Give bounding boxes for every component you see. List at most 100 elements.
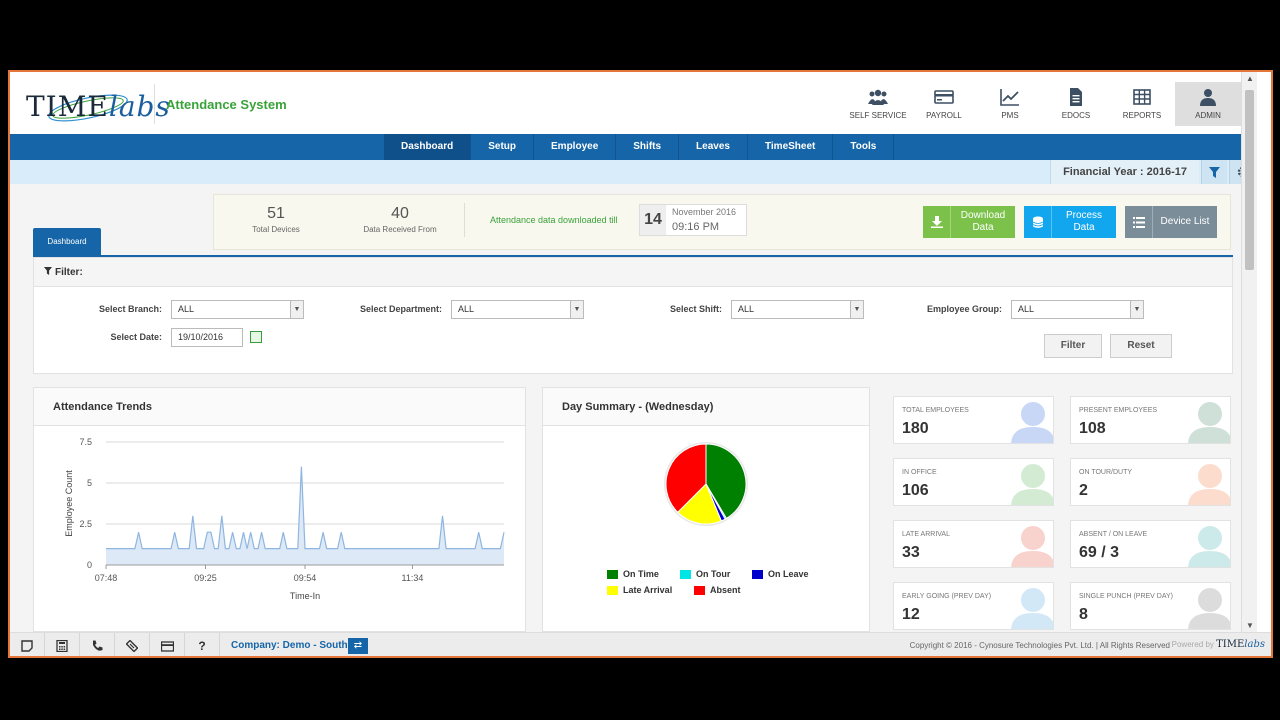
dashboard-content: 51 Total Devices 40 Data Received From A…: [10, 184, 1257, 632]
stat-tile[interactable]: ON TOUR/DUTY 2: [1070, 458, 1231, 506]
total-devices-stat: 51 Total Devices: [244, 205, 308, 234]
attendance-trends-card: Attendance Trends 7.5 5 2.5 0 07:48 09:25 09:5…: [33, 387, 526, 632]
shift-select[interactable]: ALL ▼: [731, 300, 864, 319]
last-download-date: 14 November 2016 09:16 PM: [639, 204, 747, 236]
calendar-icon[interactable]: [250, 331, 262, 343]
legend-label: Absent: [710, 585, 741, 595]
financial-year[interactable]: Financial Year : 2016-17: [1050, 160, 1199, 184]
help-icon: ?: [198, 639, 206, 653]
legend-absent[interactable]: Absent: [694, 585, 741, 595]
vertical-scrollbar[interactable]: ▲ ▼: [1241, 72, 1257, 632]
process-data-button[interactable]: Process Data: [1024, 206, 1116, 238]
filter-panel: Filter: Select Branch: ALL ▼ Select Depar…: [33, 257, 1233, 374]
pie-slice-on-time: [705, 443, 747, 520]
help-button[interactable]: ?: [185, 633, 220, 656]
tab-dashboard[interactable]: Dashboard: [33, 228, 101, 256]
group-label: Employee Group:: [926, 304, 1002, 314]
department-select[interactable]: ALL ▼: [451, 300, 584, 319]
module-label: PAYROLL: [926, 111, 962, 120]
calculator-button[interactable]: [45, 633, 80, 656]
app-header: TIMElabs Attendance System SELF SERVICE …: [10, 72, 1257, 134]
copyright-text: Copyright © 2016 - Cynosure Technologies…: [909, 641, 1170, 650]
legend-late-arrival[interactable]: Late Arrival: [607, 585, 672, 595]
data-received-stat: 40 Data Received From: [358, 205, 442, 234]
stat-tile[interactable]: LATE ARRIVAL 33: [893, 520, 1054, 568]
nav-tools[interactable]: Tools: [833, 134, 895, 160]
module-admin[interactable]: ADMIN: [1175, 82, 1241, 126]
stat-tile-value: 69 / 3: [1079, 544, 1120, 561]
legend-label: On Leave: [768, 569, 809, 579]
shift-label: Select Shift:: [669, 304, 722, 314]
day-summary-title: Day Summary - (Wednesday): [543, 388, 869, 426]
module-label: REPORTS: [1122, 111, 1162, 120]
device-list-button[interactable]: Device List: [1125, 206, 1217, 238]
filter-title: Filter:: [55, 267, 83, 278]
payment-button[interactable]: [150, 633, 185, 656]
total-devices-value: 51: [267, 205, 285, 222]
powered-by: Powered by TIMElabs: [1172, 639, 1265, 650]
date-input[interactable]: 19/10/2016: [171, 328, 243, 347]
stat-tile-label: ON TOUR/DUTY: [1079, 469, 1133, 476]
module-payroll[interactable]: PAYROLL: [911, 82, 977, 126]
sub-toolbar: Financial Year : 2016-17: [10, 160, 1257, 184]
date-time: 09:16 PM: [672, 221, 720, 233]
reset-button[interactable]: Reset: [1110, 334, 1172, 358]
module-reports[interactable]: REPORTS: [1109, 82, 1175, 126]
phone-button[interactable]: [80, 633, 115, 656]
timelabs-logo[interactable]: TIMElabs: [26, 82, 170, 126]
stat-tile[interactable]: PRESENT EMPLOYEES 108: [1070, 396, 1231, 444]
branch-select[interactable]: ALL ▼: [171, 300, 304, 319]
filter-button[interactable]: Filter: [1044, 334, 1102, 358]
scroll-down-arrow-icon[interactable]: ▼: [1246, 621, 1254, 630]
notes-button[interactable]: [10, 633, 45, 656]
legend-on-time[interactable]: On Time: [607, 569, 659, 579]
tickets-button[interactable]: [115, 633, 150, 656]
nav-shifts[interactable]: Shifts: [616, 134, 680, 160]
nav-dashboard[interactable]: Dashboard: [384, 134, 472, 160]
group-select[interactable]: ALL ▼: [1011, 300, 1144, 319]
info-divider: [464, 203, 465, 237]
logo-labs: labs: [108, 90, 171, 123]
stat-tile[interactable]: IN OFFICE 106: [893, 458, 1054, 506]
scroll-thumb[interactable]: [1245, 90, 1254, 270]
chevron-down-icon: ▼: [1130, 301, 1143, 318]
powered-logo-labs: labs: [1244, 639, 1265, 650]
x-tick-label: 09:54: [294, 573, 317, 583]
card-icon: [160, 640, 174, 652]
day-summary-card: Day Summary - (Wednesday) On Time On Tou…: [542, 387, 870, 632]
main-nav: Dashboard Setup Employee Shifts Leaves T…: [10, 134, 1257, 160]
stat-tile-value: 180: [902, 420, 929, 437]
person-silhouette-icon: [1188, 588, 1230, 629]
filter-header[interactable]: Filter:: [34, 258, 1232, 287]
stat-tile[interactable]: ABSENT / ON LEAVE 69 / 3: [1070, 520, 1231, 568]
legend-on-tour[interactable]: On Tour: [680, 569, 730, 579]
module-self-service[interactable]: SELF SERVICE: [845, 82, 911, 126]
legend-on-leave[interactable]: On Leave: [752, 569, 809, 579]
stat-tile[interactable]: SINGLE PUNCH (PREV DAY) 8: [1070, 582, 1231, 630]
nav-employee[interactable]: Employee: [534, 134, 617, 160]
scroll-up-arrow-icon[interactable]: ▲: [1246, 74, 1254, 83]
switch-company-button[interactable]: ⇄: [348, 638, 368, 654]
nav-timesheet[interactable]: TimeSheet: [748, 134, 834, 160]
stat-tile-value: 2: [1079, 482, 1088, 499]
powered-by-logo: TIMElabs: [1216, 639, 1265, 650]
filter-toggle-button[interactable]: [1201, 160, 1227, 184]
stat-tile[interactable]: EARLY GOING (PREV DAY) 12: [893, 582, 1054, 630]
nav-setup[interactable]: Setup: [471, 134, 535, 160]
logo-text: TIMElabs: [26, 90, 171, 123]
module-pms[interactable]: PMS: [977, 82, 1043, 126]
nav-leaves[interactable]: Leaves: [679, 134, 748, 160]
download-data-button[interactable]: Download Data: [923, 206, 1015, 238]
shift-value: ALL: [738, 304, 755, 314]
stat-tile-value: 12: [902, 606, 920, 623]
attendance-trends-chart: 7.5 5 2.5 007:48 09:25 09:54 11:34 Time-In Emplo…: [64, 437, 505, 601]
stat-tile-label: EARLY GOING (PREV DAY): [902, 593, 992, 600]
stat-tile[interactable]: TOTAL EMPLOYEES 180: [893, 396, 1054, 444]
branch-value: ALL: [178, 304, 195, 314]
chevron-down-icon: ▼: [850, 301, 863, 318]
department-label: Select Department:: [359, 304, 442, 314]
module-edocs[interactable]: EDOCS: [1043, 82, 1109, 126]
powered-by-label: Powered by: [1171, 640, 1214, 649]
data-received-label: Data Received From: [363, 225, 437, 234]
y-tick-label: 5: [87, 478, 92, 488]
